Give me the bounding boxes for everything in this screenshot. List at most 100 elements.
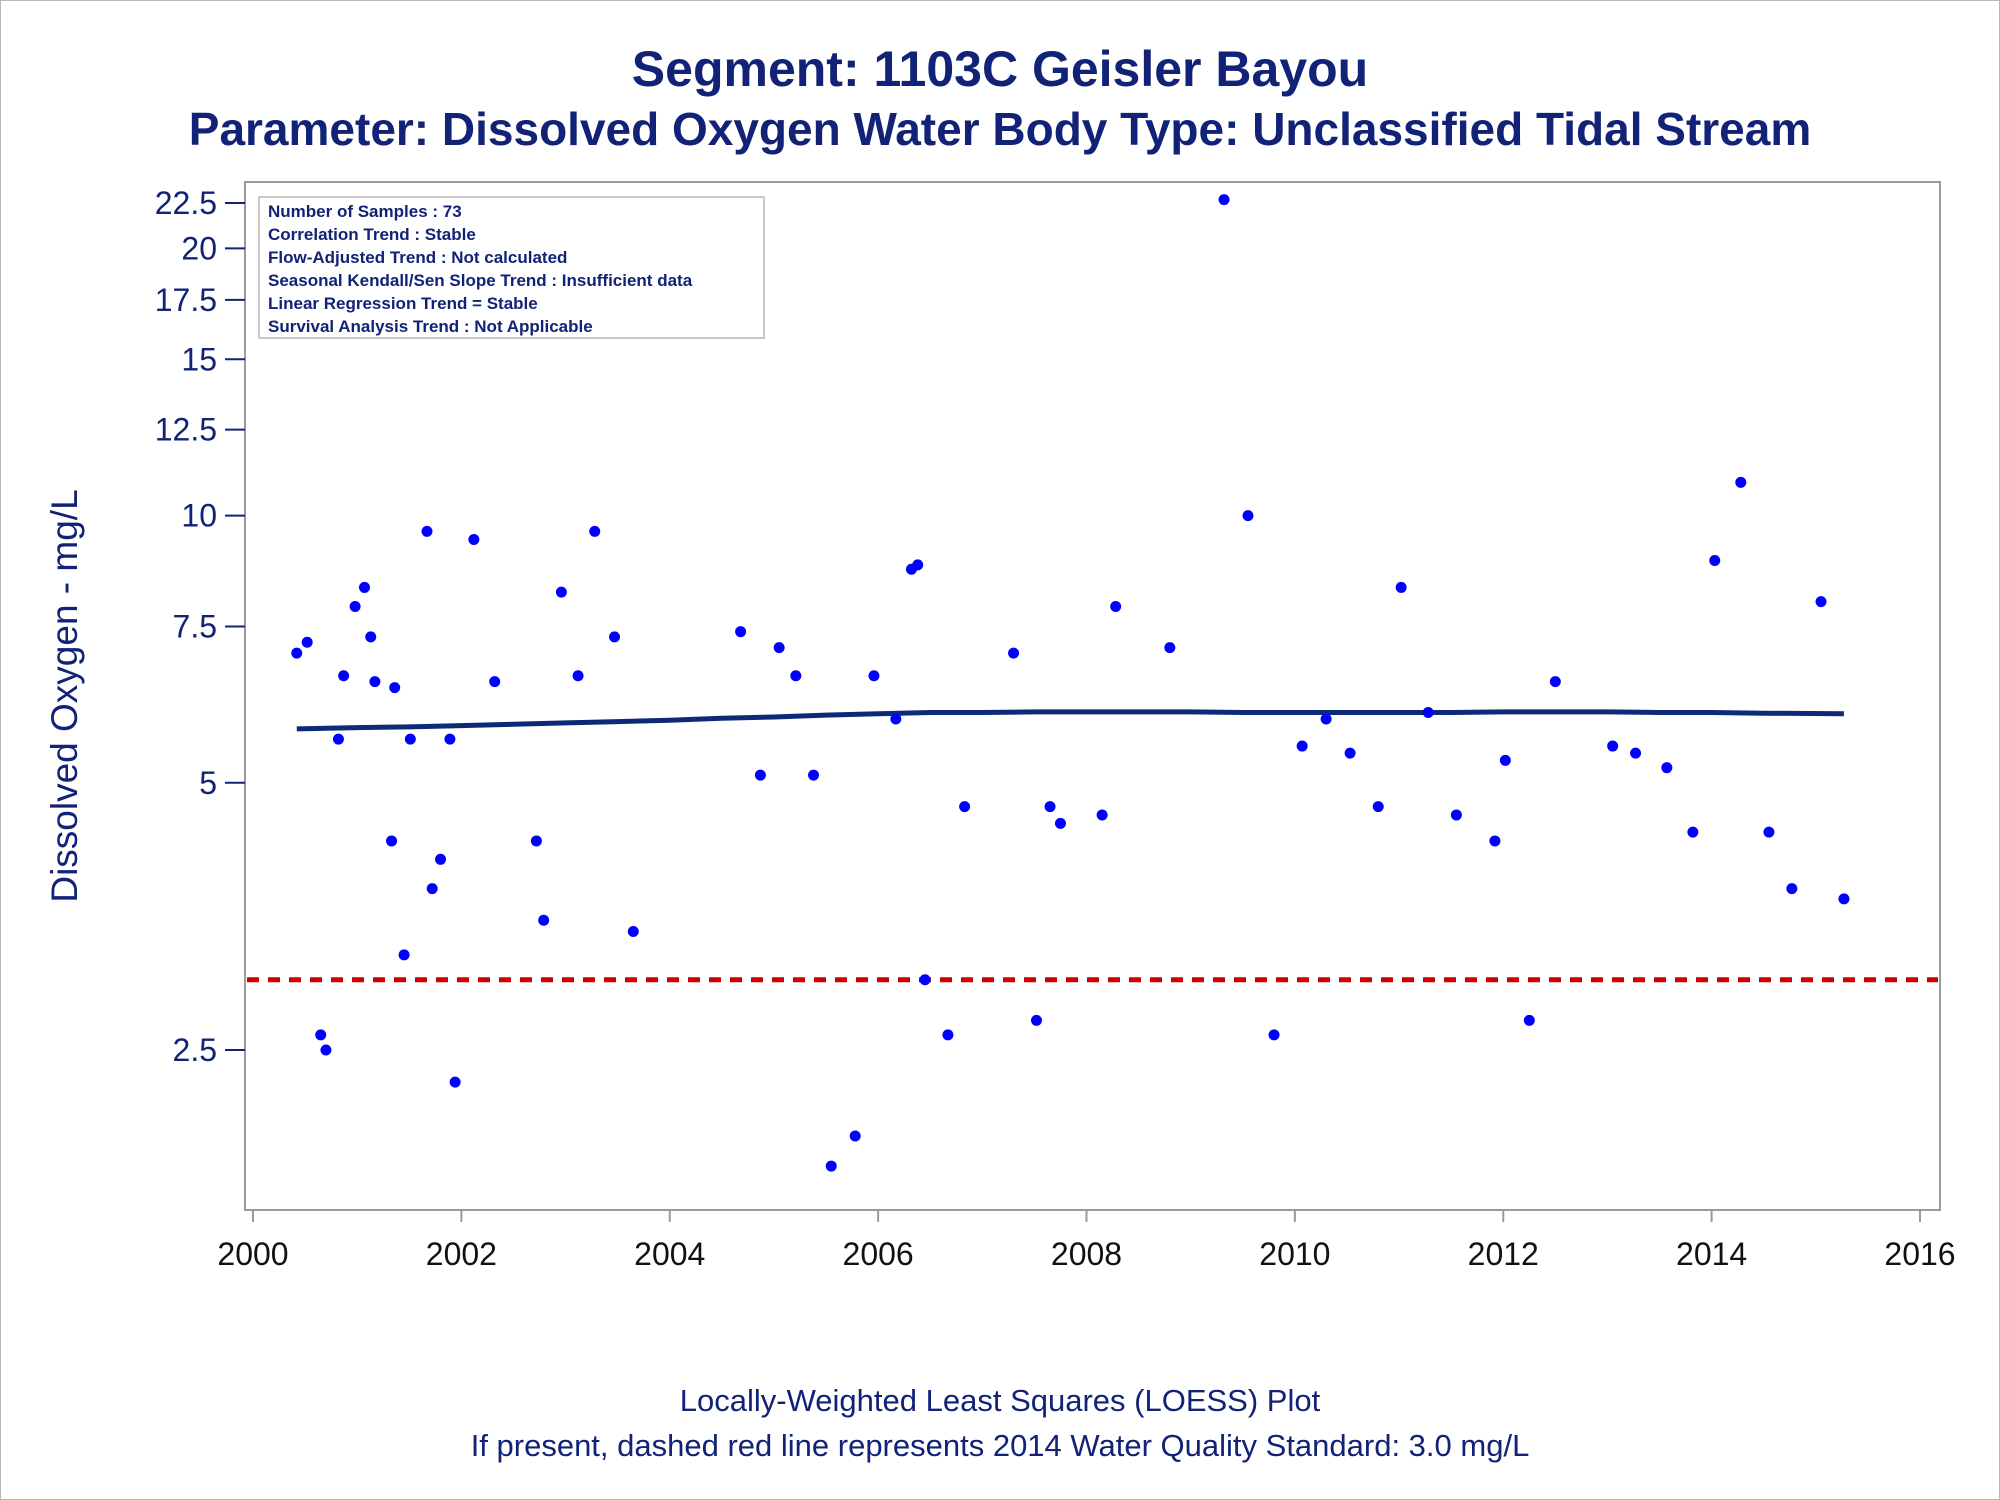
info-box-line: Linear Regression Trend = Stable — [268, 294, 538, 313]
info-box-line: Number of Samples : 73 — [268, 202, 462, 221]
data-point — [919, 974, 931, 986]
data-point — [1630, 747, 1642, 759]
data-point — [426, 883, 438, 895]
data-point — [1838, 893, 1850, 905]
data-point — [1008, 647, 1020, 659]
data-point — [1395, 581, 1407, 593]
loess-layer — [296, 709, 1844, 732]
data-point — [1450, 809, 1462, 821]
chart-title: Segment: 1103C Geisler Bayou — [631, 41, 1369, 97]
y-tick-label: 12.5 — [155, 412, 217, 448]
data-point — [1110, 600, 1122, 612]
info-box-line: Survival Analysis Trend : Not Applicable — [268, 317, 593, 336]
data-point — [349, 600, 361, 612]
y-tick-label: 17.5 — [155, 282, 217, 318]
y-tick-label: 2.5 — [173, 1032, 217, 1068]
x-tick-label: 2008 — [1051, 1236, 1122, 1272]
data-point — [942, 1029, 954, 1041]
data-point — [1268, 1029, 1280, 1041]
data-point — [825, 1160, 837, 1172]
data-point — [1661, 762, 1673, 774]
data-point — [959, 801, 971, 813]
info-box-line: Flow-Adjusted Trend : Not calculated — [268, 248, 567, 267]
data-point — [404, 733, 416, 745]
y-tick-label: 22.5 — [155, 185, 217, 221]
data-point — [338, 670, 350, 682]
data-point — [1218, 194, 1230, 206]
x-tick-label: 2012 — [1468, 1236, 1539, 1272]
info-box-line: Correlation Trend : Stable — [268, 225, 476, 244]
x-tick-label: 2000 — [217, 1236, 288, 1272]
info-box: Number of Samples : 73 Correlation Trend … — [258, 196, 765, 339]
data-point — [609, 631, 621, 643]
x-tick-label: 2016 — [1884, 1236, 1955, 1272]
x-tick-label: 2004 — [634, 1236, 705, 1272]
x-tick-label: 2010 — [1259, 1236, 1330, 1272]
y-tick-label: 10 — [181, 498, 217, 534]
data-point — [386, 835, 398, 847]
y-tick-label: 20 — [181, 230, 217, 266]
data-point — [572, 670, 584, 682]
data-point — [773, 642, 785, 654]
data-point — [754, 769, 766, 781]
footnote-standard: If present, dashed red line represents 2… — [470, 1428, 1530, 1463]
data-point — [358, 581, 370, 593]
data-point — [1687, 826, 1699, 838]
data-point — [890, 713, 902, 725]
data-point — [1044, 801, 1056, 813]
data-point — [1242, 510, 1254, 522]
data-point — [332, 733, 344, 745]
plot-area-border — [244, 181, 1941, 1211]
data-point — [589, 525, 601, 537]
data-point — [1523, 1014, 1535, 1026]
data-point — [1607, 740, 1619, 752]
data-point — [1030, 1014, 1042, 1026]
data-point — [912, 559, 924, 571]
data-point — [868, 670, 880, 682]
data-point — [538, 914, 550, 926]
data-point — [1709, 555, 1721, 567]
data-point — [808, 769, 820, 781]
data-point — [369, 676, 381, 688]
data-point — [435, 853, 447, 865]
data-point — [1499, 754, 1511, 766]
y-tick-label: 5 — [199, 765, 217, 801]
data-point — [398, 949, 410, 961]
data-point — [530, 835, 542, 847]
data-point — [1054, 817, 1066, 829]
data-point — [1320, 713, 1332, 725]
data-point — [627, 925, 639, 937]
data-point — [1296, 740, 1308, 752]
axes-layer: 2.5 5 7.5 10 12.5 15 17.5 20 22.5 2000 2002 2004 200… — [44, 181, 1956, 1272]
info-box-border — [258, 196, 765, 339]
data-point — [301, 636, 313, 648]
data-point — [1735, 476, 1747, 488]
data-point — [790, 670, 802, 682]
data-point — [365, 631, 377, 643]
data-point — [1549, 676, 1561, 688]
data-point — [1096, 809, 1108, 821]
footnote-loess: Locally-Weighted Least Squares (LOESS) P… — [679, 1383, 1321, 1418]
x-tick-label: 2006 — [843, 1236, 914, 1272]
data-point — [1372, 801, 1384, 813]
data-point — [1786, 883, 1798, 895]
data-point — [1763, 826, 1775, 838]
data-point — [315, 1029, 327, 1041]
data-point — [468, 533, 480, 545]
x-tick-label: 2014 — [1676, 1236, 1747, 1272]
data-point — [320, 1044, 332, 1056]
data-point — [449, 1076, 461, 1088]
y-axis-label: Dissolved Oxygen - mg/L — [44, 489, 85, 902]
data-point — [1815, 596, 1827, 608]
data-point — [1344, 747, 1356, 759]
data-point — [1422, 707, 1434, 719]
data-point — [735, 626, 747, 638]
y-tick-label: 7.5 — [173, 609, 217, 645]
points-layer — [291, 194, 1850, 1172]
data-point — [444, 733, 456, 745]
data-point — [849, 1130, 861, 1142]
loess-curve — [296, 709, 1844, 732]
data-point — [555, 586, 567, 598]
y-tick-label: 15 — [181, 341, 217, 377]
